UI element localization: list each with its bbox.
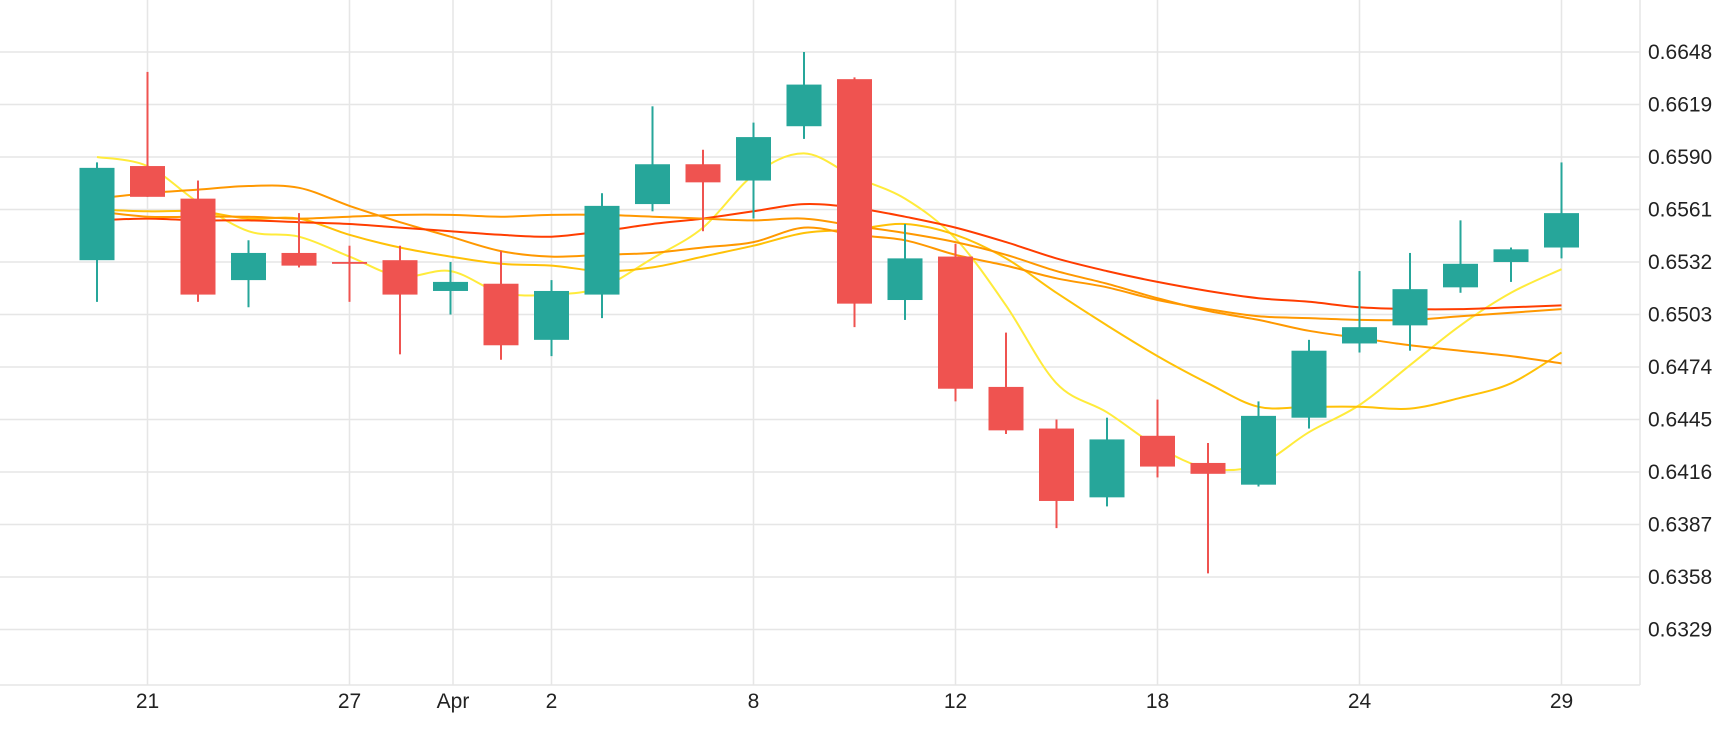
candle bbox=[887, 223, 923, 320]
candle bbox=[1443, 220, 1478, 293]
candle bbox=[79, 162, 115, 302]
x-tick-label: 24 bbox=[1348, 690, 1372, 713]
candles-layer bbox=[79, 52, 1579, 574]
candle-body bbox=[786, 84, 822, 127]
y-tick-label: 0.6329 bbox=[1648, 619, 1712, 642]
candle bbox=[988, 332, 1024, 434]
x-tick-label: 29 bbox=[1550, 690, 1573, 713]
candle-body bbox=[1089, 439, 1125, 498]
x-tick-label: 12 bbox=[944, 690, 967, 713]
moving-average-line-4 bbox=[96, 202, 1562, 311]
candle bbox=[1544, 162, 1579, 259]
candle bbox=[180, 180, 216, 302]
candle-body bbox=[130, 166, 165, 197]
candle-body bbox=[1190, 462, 1226, 474]
candle-body bbox=[584, 205, 620, 295]
moving-average-line-1 bbox=[96, 152, 1562, 472]
candle-body bbox=[382, 260, 418, 295]
candle bbox=[635, 106, 670, 212]
y-tick-label: 0.6387 bbox=[1648, 514, 1712, 537]
candle bbox=[837, 77, 872, 328]
y-tick-label: 0.6445 bbox=[1648, 409, 1712, 432]
candle-body bbox=[483, 283, 519, 346]
candle-body bbox=[79, 167, 115, 261]
y-tick-label: 0.6561 bbox=[1648, 199, 1712, 222]
y-tick-label: 0.6503 bbox=[1648, 304, 1712, 327]
candle-body bbox=[1392, 289, 1428, 326]
candle-body bbox=[1544, 213, 1579, 248]
candle bbox=[685, 149, 721, 232]
candle-body bbox=[938, 256, 973, 389]
y-axis-labels: 0.6648 0.6619 0.6590 0.6561 0.6532 0.6503 0.64… bbox=[1648, 41, 1713, 642]
candle bbox=[584, 193, 620, 319]
candle-body bbox=[988, 386, 1024, 431]
candle bbox=[938, 243, 973, 402]
candle-body bbox=[281, 252, 317, 266]
moving-average-line-2 bbox=[96, 208, 1563, 410]
candle bbox=[1190, 443, 1226, 574]
x-tick-label: 2 bbox=[546, 690, 558, 713]
candle-body bbox=[736, 137, 771, 181]
candle bbox=[130, 71, 165, 197]
candle-body bbox=[887, 258, 923, 301]
candle bbox=[786, 52, 822, 139]
candle bbox=[332, 245, 367, 302]
candle-body bbox=[433, 281, 468, 291]
x-axis-labels: 21 27 Apr 2 8 12 18 24 29 bbox=[136, 690, 1573, 713]
y-tick-label: 0.6474 bbox=[1648, 356, 1713, 379]
x-tick-label: 21 bbox=[136, 690, 159, 713]
moving-average-line-5 bbox=[96, 210, 1562, 365]
x-tick-label: 8 bbox=[748, 690, 760, 713]
candle bbox=[1342, 271, 1377, 353]
candle bbox=[1089, 417, 1125, 507]
candle-body bbox=[1493, 249, 1529, 262]
candle bbox=[534, 280, 569, 357]
y-tick-label: 0.6619 bbox=[1648, 94, 1712, 117]
candle-body bbox=[1140, 435, 1175, 467]
y-tick-label: 0.6358 bbox=[1648, 566, 1712, 589]
candle bbox=[231, 240, 266, 308]
moving-average-layer bbox=[96, 152, 1563, 472]
x-tick-label: 27 bbox=[338, 690, 361, 713]
moving-average-line-3 bbox=[96, 184, 1562, 322]
candle bbox=[1140, 399, 1175, 478]
candle-body bbox=[180, 198, 216, 295]
candle bbox=[1493, 247, 1529, 282]
candle-body bbox=[1241, 415, 1276, 485]
candle bbox=[736, 122, 771, 219]
candle-body bbox=[534, 290, 569, 340]
candle bbox=[281, 213, 317, 268]
candle-body bbox=[1443, 263, 1478, 288]
candle-body bbox=[837, 79, 872, 304]
x-tick-label: 18 bbox=[1146, 690, 1169, 713]
candle-body bbox=[635, 164, 670, 205]
x-tick-label: Apr bbox=[437, 690, 470, 713]
candle-body bbox=[685, 164, 721, 183]
candle bbox=[1291, 339, 1327, 429]
candle bbox=[483, 251, 519, 360]
y-tick-label: 0.6532 bbox=[1648, 251, 1712, 274]
y-tick-label: 0.6648 bbox=[1648, 41, 1712, 64]
candle bbox=[433, 262, 468, 315]
candle-body bbox=[1039, 428, 1074, 501]
candle bbox=[1241, 401, 1276, 487]
candle-body bbox=[1291, 350, 1327, 418]
candle bbox=[1392, 252, 1428, 351]
candle-body bbox=[1342, 327, 1377, 344]
candle-body bbox=[231, 252, 266, 281]
candle-body bbox=[332, 262, 367, 264]
candle bbox=[382, 245, 418, 355]
y-tick-label: 0.6590 bbox=[1648, 146, 1712, 169]
y-tick-label: 0.6416 bbox=[1648, 461, 1712, 484]
candle bbox=[1039, 419, 1074, 529]
